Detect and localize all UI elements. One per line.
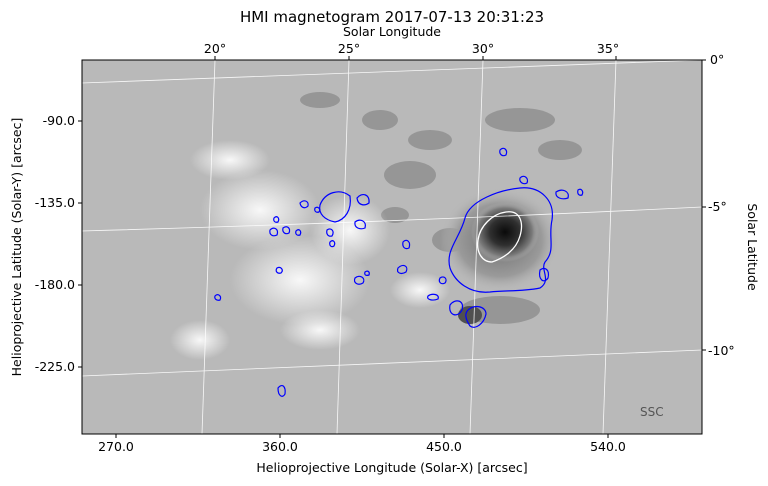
right-tick-label: 0°	[710, 52, 724, 67]
left-tick-label: -180.0	[35, 277, 75, 292]
negative-contour	[476, 211, 523, 263]
left-tick-label: -225.0	[35, 359, 75, 374]
positive-plage	[170, 140, 450, 360]
top-tick-label: 20°	[204, 41, 226, 56]
positive-contours	[214, 147, 584, 397]
bottom-axis-label: Helioprojective Longitude (Solar-X) [arc…	[256, 460, 527, 475]
left-tick-label: -90.0	[43, 113, 75, 128]
plot-frame	[81, 59, 703, 435]
top-tick-label: 25°	[338, 41, 360, 56]
negative-network	[300, 92, 582, 324]
right-tick-label: -10°	[708, 343, 735, 358]
left-axis-label: Helioprojective Latitude (Solar-Y) [arcs…	[9, 118, 24, 377]
top-tick-label: 30°	[472, 41, 494, 56]
bottom-tick-label: 270.0	[98, 439, 134, 454]
right-tick-label: -5°	[708, 199, 727, 214]
bottom-axis: 270.0 360.0 450.0 540.0	[98, 434, 626, 454]
top-tick-label: 35°	[597, 41, 619, 56]
right-axis-label: Solar Latitude	[745, 203, 760, 291]
bottom-tick-label: 450.0	[426, 439, 462, 454]
top-axis: 20° 25° 30° 35°	[204, 41, 619, 60]
left-tick-label: -135.0	[35, 195, 75, 210]
small-dark-spot	[458, 306, 482, 324]
watermark: SSC	[640, 405, 664, 419]
figure-title: HMI magnetogram 2017-07-13 20:31:23	[240, 8, 544, 26]
bottom-tick-label: 360.0	[262, 439, 298, 454]
magnetogram-image: SSC	[82, 60, 702, 434]
top-axis-label: Solar Longitude	[343, 24, 441, 39]
bottom-tick-label: 540.0	[590, 439, 626, 454]
right-axis: 0° -5° -10°	[702, 52, 735, 358]
left-axis: -90.0 -135.0 -180.0 -225.0	[35, 113, 82, 374]
sunspot-umbra	[471, 202, 539, 262]
